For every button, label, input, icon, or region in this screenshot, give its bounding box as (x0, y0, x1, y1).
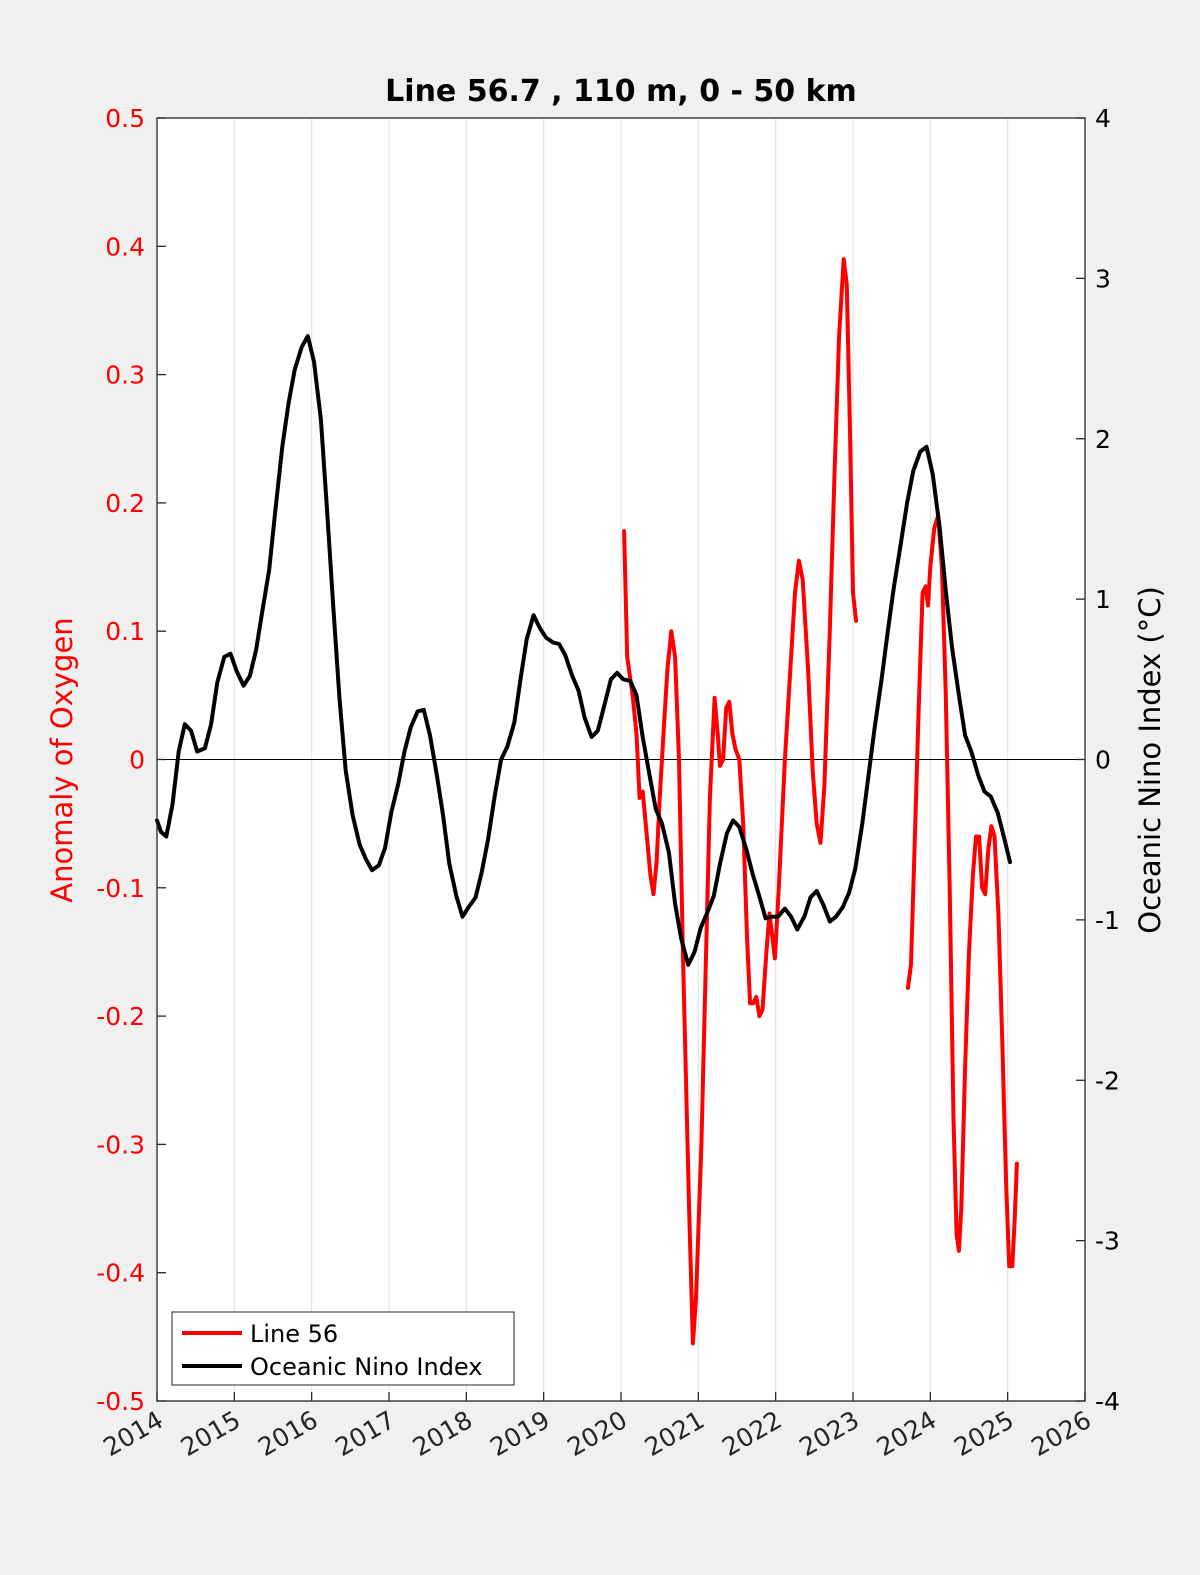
y-right-tick-label: 3 (1095, 264, 1111, 293)
y-left-tick-label: 0.3 (105, 361, 145, 390)
series-lines (155, 257, 1019, 1346)
y-axis-left: -0.5 -0.4 -0.3 -0.2 -0.1 0 0.1 0.2 0.3 0.4 0.5 (96, 104, 166, 1416)
legend: Line 56 Oceanic Nino Index (171, 1311, 515, 1386)
y-right-tick-label: 0 (1095, 746, 1111, 775)
y-axis-right-label: Oceanic Nino Index (°C) (1133, 586, 1167, 934)
legend-box (171, 1311, 515, 1386)
y-right-tick-label: -1 (1095, 906, 1120, 935)
series-line-oceanic-nino-index (155, 334, 1012, 967)
y-axis-right: -4 -3 -2 -1 0 1 2 3 4 (1076, 104, 1120, 1416)
y-right-tick-label: 1 (1095, 585, 1111, 614)
legend-label-oni: Oceanic Nino Index (250, 1353, 482, 1381)
y-left-tick-label: -0.5 (96, 1387, 145, 1416)
y-left-tick-label: 0.2 (105, 489, 145, 518)
y-right-tick-label: -4 (1095, 1387, 1120, 1416)
series-line-line-56 (622, 257, 859, 1346)
y-left-tick-label: -0.3 (96, 1130, 145, 1159)
y-right-tick-label: -2 (1095, 1066, 1120, 1095)
y-left-tick-label: 0.4 (105, 232, 145, 261)
y-right-tick-label: 2 (1095, 425, 1111, 454)
y-left-tick-label: -0.2 (96, 1002, 145, 1031)
y-left-tick-label: -0.4 (96, 1259, 145, 1288)
y-right-tick-label: 4 (1095, 104, 1111, 133)
y-left-tick-label: 0.1 (105, 617, 145, 646)
y-left-tick-label: 0 (129, 746, 145, 775)
series-line-line-56 (905, 513, 1019, 1269)
y-right-tick-label: -3 (1095, 1227, 1120, 1256)
legend-label-line-56: Line 56 (250, 1320, 338, 1348)
y-left-tick-label: -0.1 (96, 874, 145, 903)
y-left-tick-label: 0.5 (105, 104, 145, 133)
chart-title: Line 56.7 , 110 m, 0 - 50 km (385, 74, 857, 109)
y-axis-left-label: Anomaly of Oxygen (45, 617, 79, 902)
